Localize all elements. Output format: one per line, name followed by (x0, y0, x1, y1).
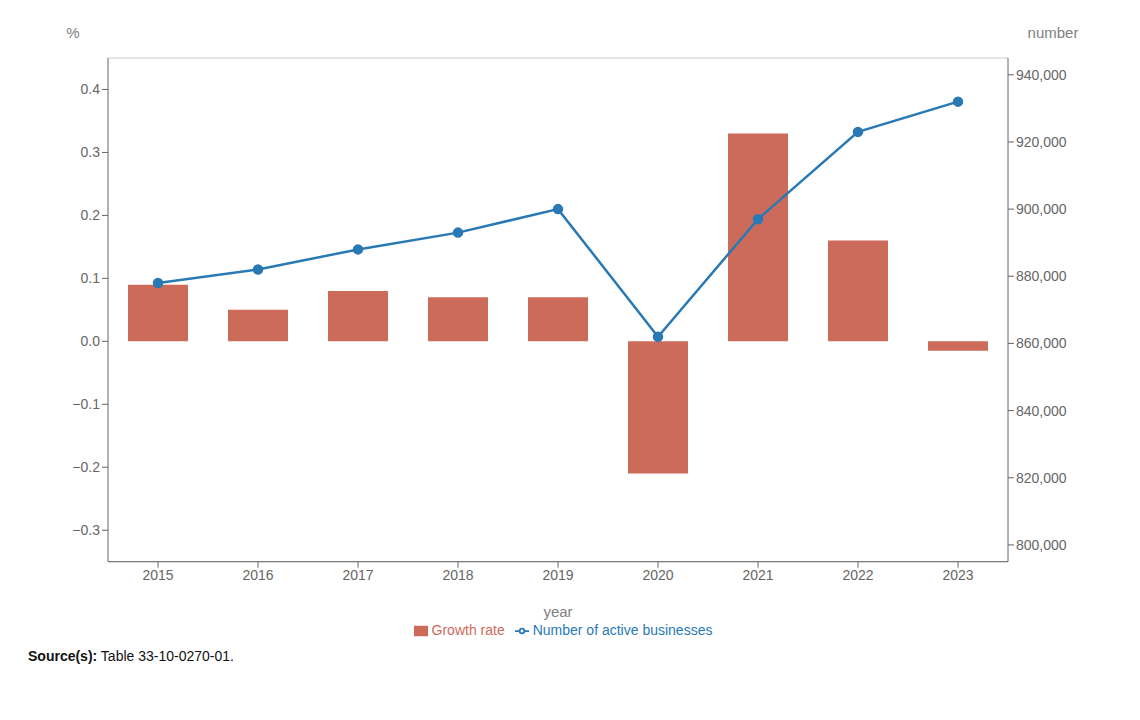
svg-text:0.0: 0.0 (81, 333, 101, 349)
svg-text:2023: 2023 (942, 567, 973, 583)
svg-text:2015: 2015 (142, 567, 173, 583)
html-text:Source(s): Table 33-10-0270-01: Source(s): Table 33-10-0270-01. (28, 648, 234, 664)
svg-text:2020: 2020 (642, 567, 673, 583)
html-text:Number of active businesses: Number of active businesses (532, 621, 713, 638)
svg-text:840,000: 840,000 (1016, 403, 1067, 419)
svg-text:900,000: 900,000 (1016, 201, 1067, 217)
svg-text:920,000: 920,000 (1016, 134, 1067, 150)
svg-text:860,000: 860,000 (1016, 335, 1067, 351)
html-text:Growth rate: Growth rate (431, 621, 505, 638)
svg-text:820,000: 820,000 (1016, 470, 1067, 486)
svg-text:2021: 2021 (742, 567, 773, 583)
svg-text:−0.1: −0.1 (72, 396, 100, 412)
svg-text:0.2: 0.2 (81, 207, 101, 223)
svg-text:%: % (66, 24, 79, 41)
svg-text:0.1: 0.1 (81, 270, 101, 286)
svg-text:−0.2: −0.2 (72, 459, 100, 475)
svg-text:year: year (543, 603, 572, 620)
svg-text:2022: 2022 (842, 567, 873, 583)
svg-text:940,000: 940,000 (1016, 67, 1067, 83)
svg-text:−0.3: −0.3 (72, 522, 100, 538)
svg-text:2019: 2019 (542, 567, 573, 583)
svg-text:2017: 2017 (342, 567, 373, 583)
svg-text:number: number (1028, 24, 1079, 41)
svg-text:2018: 2018 (442, 567, 473, 583)
svg-text:880,000: 880,000 (1016, 268, 1067, 284)
svg-text:2016: 2016 (242, 567, 273, 583)
svg-text:0.3: 0.3 (81, 144, 101, 160)
svg-text:0.4: 0.4 (81, 81, 101, 97)
svg-text:800,000: 800,000 (1016, 537, 1067, 553)
